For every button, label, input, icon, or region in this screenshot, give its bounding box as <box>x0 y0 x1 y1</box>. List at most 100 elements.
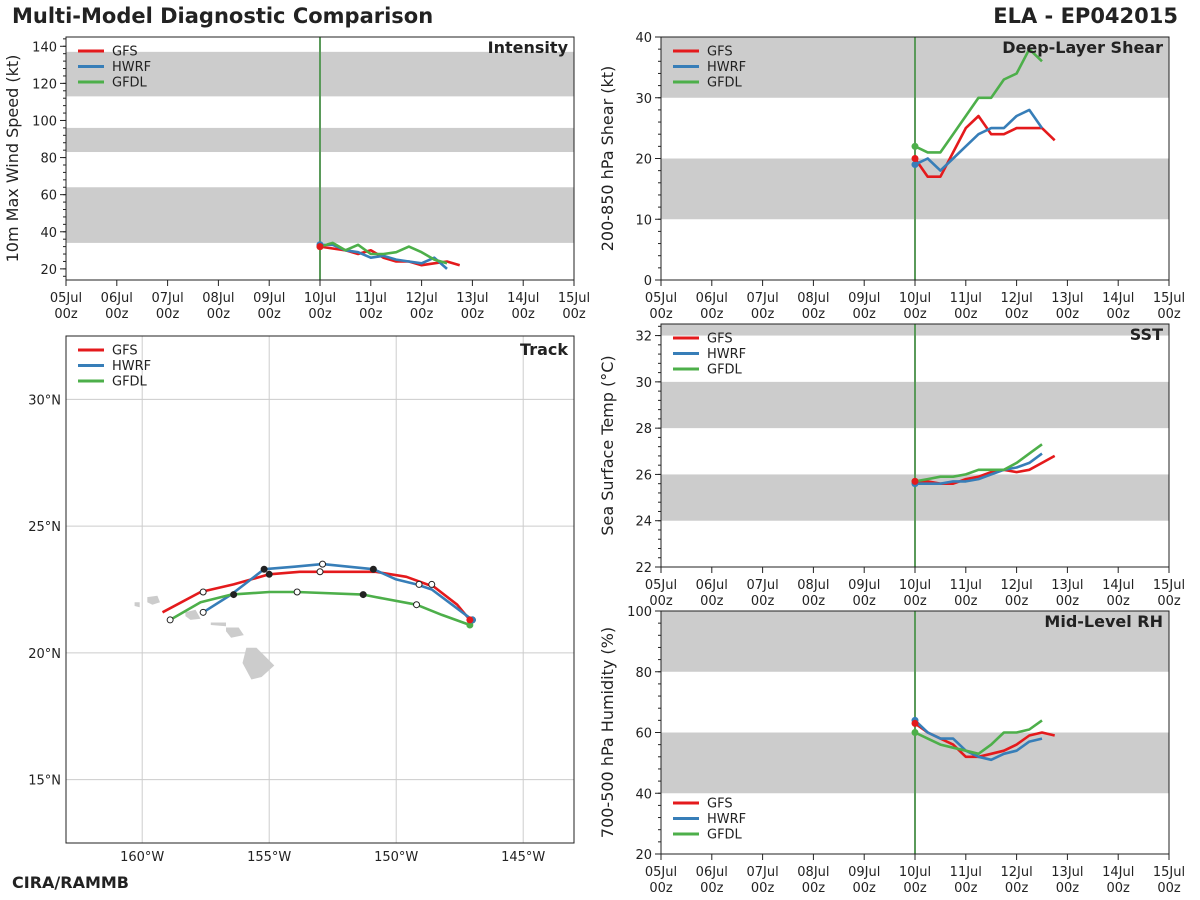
x-tick-label: 05Jul 00z <box>50 291 82 322</box>
x-tick-label-line: 12Jul <box>405 291 437 306</box>
x-tick-label-line: 11Jul <box>950 291 982 306</box>
x-tick-label: 05Jul 00z <box>645 865 677 896</box>
x-tick-label-line: 00z <box>359 307 383 322</box>
y-tick-label: 28 <box>635 422 652 437</box>
x-tick-label-line: 00z <box>1005 881 1029 896</box>
track-time-marker <box>369 565 377 573</box>
x-tick-label: 15Jul 00z <box>1153 578 1185 609</box>
y-tick-label: 32 <box>635 330 652 345</box>
y-tick-label: 20 <box>635 848 652 863</box>
x-tick-label-line: 15Jul <box>1153 865 1185 880</box>
lat-tick-label: 15°N <box>28 774 61 789</box>
init-point-gfs <box>316 243 324 251</box>
lat-tick-label: 25°N <box>28 520 61 535</box>
legend-label-gfdl: GFDL <box>707 828 743 843</box>
init-point-gfs <box>911 477 919 485</box>
y-tick-label: 80 <box>40 152 57 167</box>
x-tick-label: 09Jul 00z <box>848 865 880 896</box>
series-line-hwrf <box>915 452 1043 486</box>
x-tick-label: 08Jul 00z <box>797 578 829 609</box>
y-tick-label: 40 <box>635 787 652 802</box>
x-tick-label-line: 06Jul <box>101 291 133 306</box>
y-tick-label: 20 <box>635 153 652 168</box>
x-tick-label-line: 15Jul <box>558 291 590 306</box>
x-tick-label-line: 13Jul <box>1051 578 1083 593</box>
x-tick-label-line: 00z <box>700 307 724 322</box>
x-tick-label-line: 00z <box>1056 307 1080 322</box>
y-tick-label: 20 <box>40 263 57 278</box>
x-tick-label: 09Jul 00z <box>848 291 880 322</box>
x-tick-label-line: 00z <box>562 307 586 322</box>
x-tick-label-line: 00z <box>1107 307 1131 322</box>
x-tick-label: 08Jul 00z <box>797 865 829 896</box>
x-tick-label: 13Jul 00z <box>1051 578 1083 609</box>
legend-label-gfs: GFS <box>707 797 733 812</box>
island-molokai <box>210 622 226 627</box>
x-tick-label-line: 08Jul <box>202 291 234 306</box>
x-tick-label-line: 13Jul <box>456 291 488 306</box>
init-point-gfs <box>911 719 919 727</box>
x-tick-label-line: 05Jul <box>645 578 677 593</box>
lon-tick-label: 160°W <box>120 850 164 865</box>
hawaiian-islands <box>134 595 275 680</box>
x-tick-label-line: 00z <box>751 881 775 896</box>
x-tick-label-line: 00z <box>802 881 826 896</box>
x-tick-label-line: 00z <box>649 594 673 609</box>
x-tick-label-line: 00z <box>1157 307 1181 322</box>
x-tick-label: 07Jul 00z <box>746 578 778 609</box>
x-tick-label-line: 12Jul <box>1000 578 1032 593</box>
init-point-gfdl <box>911 729 919 736</box>
track-time-marker <box>230 591 238 599</box>
track-time-marker <box>199 608 207 616</box>
x-tick-label-line: 05Jul <box>50 291 82 306</box>
x-tick-label-line: 08Jul <box>797 578 829 593</box>
y-tick-label: 0 <box>644 274 652 289</box>
y-tick-label: 140 <box>32 40 57 55</box>
x-tick-label-line: 11Jul <box>950 865 982 880</box>
track-time-marker <box>293 588 301 596</box>
x-tick-label-line: 06Jul <box>696 578 728 593</box>
x-tick-label: 06Jul 00z <box>696 291 728 322</box>
x-tick-label-line: 11Jul <box>355 291 387 306</box>
x-tick-label: 12Jul 00z <box>1000 578 1032 609</box>
x-tick-label-line: 06Jul <box>696 291 728 306</box>
x-tick-label-line: 09Jul <box>253 291 285 306</box>
legend-label-gfs: GFS <box>707 45 733 60</box>
lon-tick-label: 150°W <box>374 850 418 865</box>
x-tick-label-line: 14Jul <box>1102 578 1134 593</box>
y-tick-label: 100 <box>627 605 652 620</box>
x-tick-label-line: 00z <box>751 307 775 322</box>
x-tick-label-line: 08Jul <box>797 865 829 880</box>
x-tick-label-line: 10Jul <box>899 291 931 306</box>
x-tick-label-line: 11Jul <box>950 578 982 593</box>
x-tick-label: 06Jul 00z <box>696 865 728 896</box>
x-tick-label: 11Jul 00z <box>950 578 982 609</box>
track-time-marker <box>166 616 174 624</box>
series-line-gfdl <box>914 443 1043 483</box>
x-tick-label-line: 00z <box>258 307 282 322</box>
x-tick-label-line: 00z <box>649 881 673 896</box>
x-tick-label-line: 14Jul <box>1102 291 1134 306</box>
lon-tick-label: 155°W <box>247 850 291 865</box>
x-tick-label-line: 00z <box>105 307 129 322</box>
x-tick-label-line: 10Jul <box>899 865 931 880</box>
x-tick-label-line: 00z <box>954 881 978 896</box>
x-tick-label-line: 00z <box>308 307 332 322</box>
track-time-marker <box>415 580 423 588</box>
map-frame <box>65 335 575 844</box>
x-tick-label: 13Jul 00z <box>456 291 488 322</box>
y-axis-label: 700-500 hPa Humidity (%) <box>598 627 617 838</box>
legend-label-hwrf: HWRF <box>112 359 151 374</box>
x-tick-label: 10Jul 00z <box>304 291 336 322</box>
y-tick-label: 60 <box>635 727 652 742</box>
x-tick-label-line: 00z <box>1107 594 1131 609</box>
x-tick-label: 05Jul 00z <box>645 291 677 322</box>
track-panel: 160°W 155°W 150°W 145°W 15°N 20°N 25°N 30°N Trac… <box>28 335 575 865</box>
x-tick-label-line: 08Jul <box>797 291 829 306</box>
x-tick-label-line: 14Jul <box>1102 865 1134 880</box>
track-time-marker <box>428 580 436 588</box>
x-tick-label: 10Jul 00z <box>899 578 931 609</box>
y-tick-label: 100 <box>32 114 57 129</box>
x-tick-label-line: 07Jul <box>746 865 778 880</box>
